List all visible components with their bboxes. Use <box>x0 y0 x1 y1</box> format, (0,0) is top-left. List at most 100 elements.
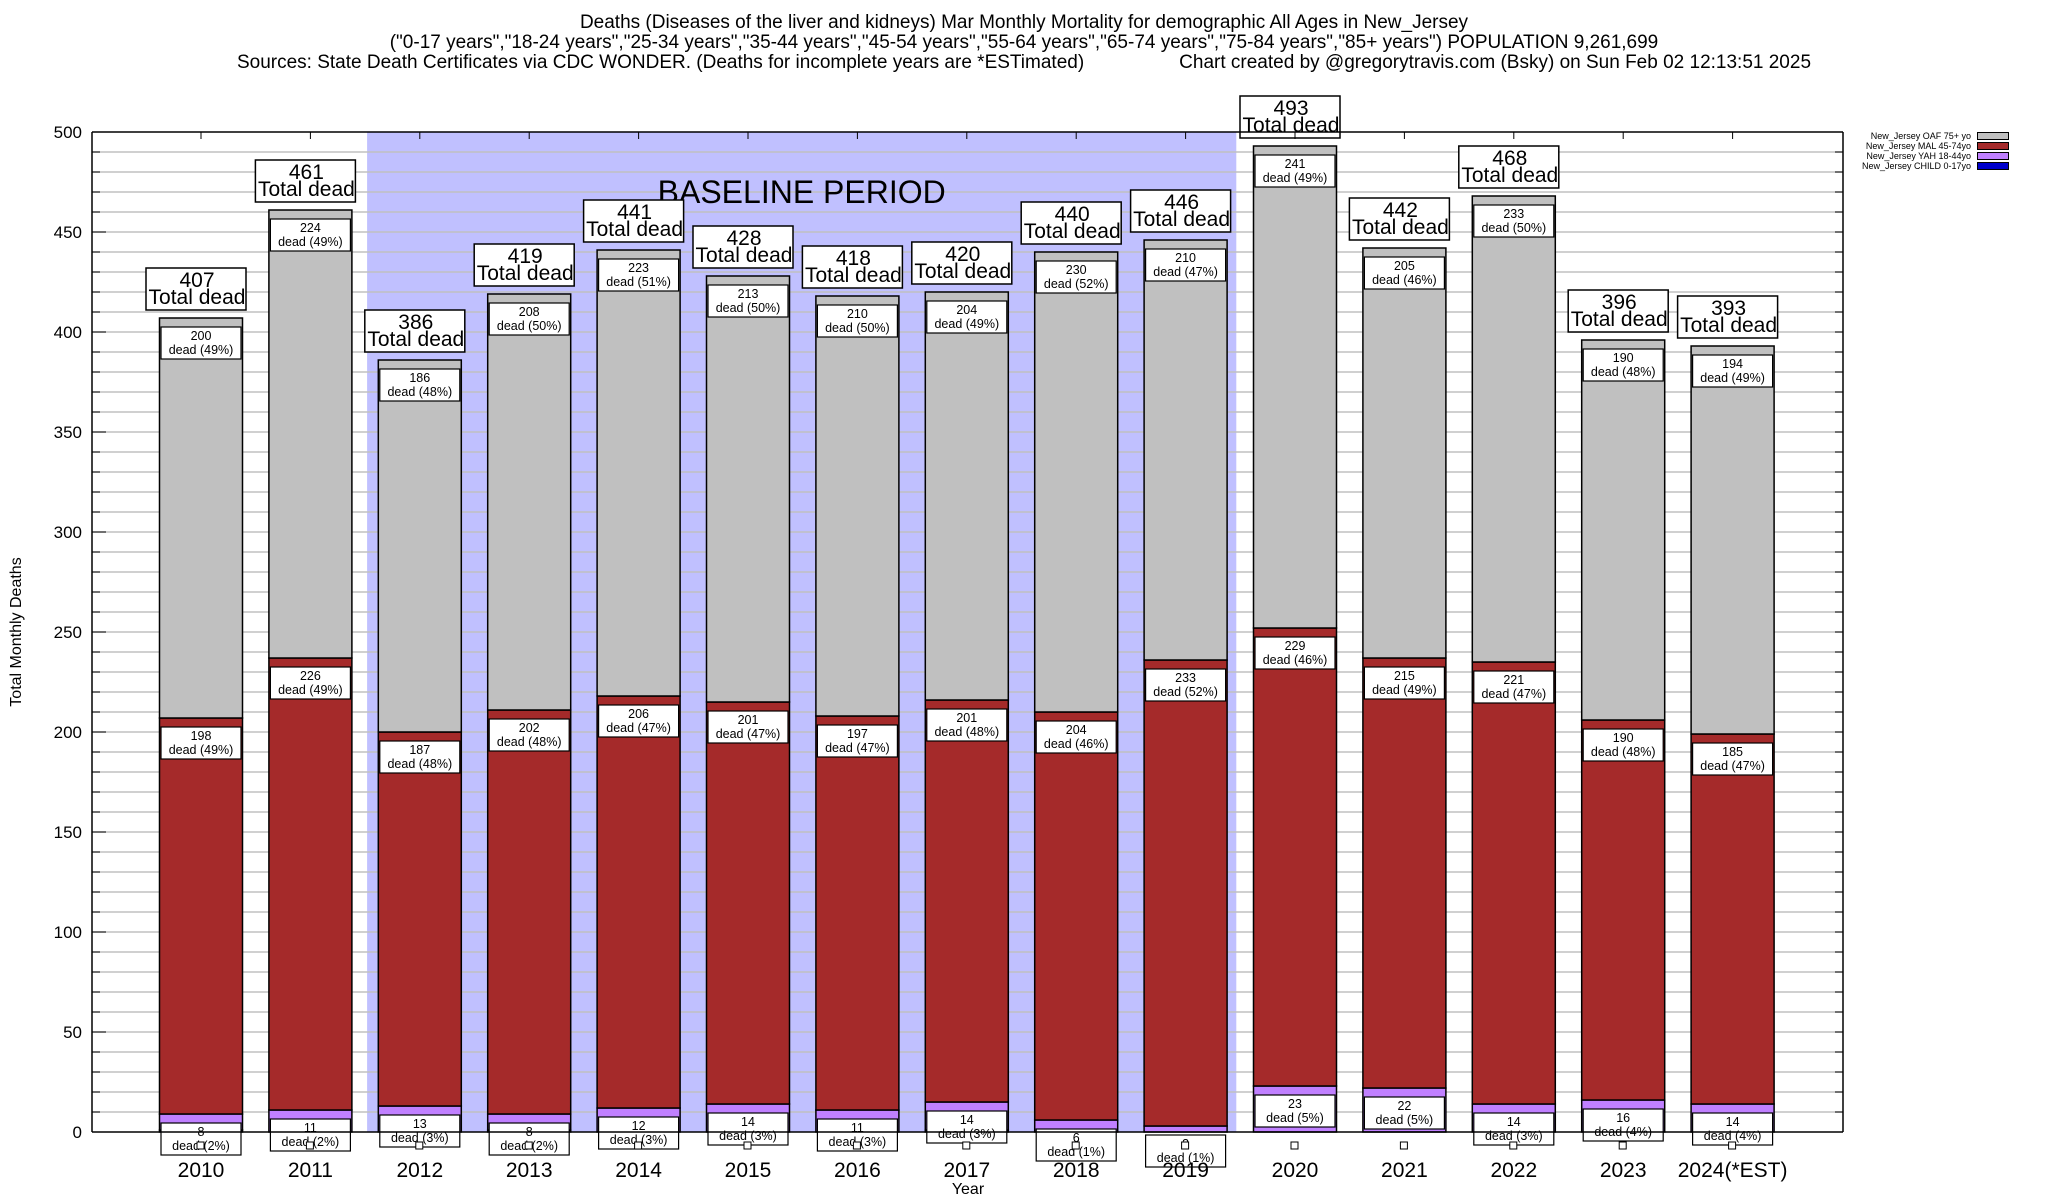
total-label-text: Total dead <box>1243 114 1340 137</box>
segment-label-box <box>1582 1108 1664 1142</box>
y-tick-label: 350 <box>54 423 82 442</box>
segment-label-percent: dead (51%) <box>606 275 671 289</box>
total-label-box <box>1458 145 1560 189</box>
segment-label-box <box>597 704 680 738</box>
segment-label-value: 14 <box>1507 1115 1521 1129</box>
segment-label-percent: dead (50%) <box>825 321 890 335</box>
total-label-box <box>1020 201 1122 245</box>
segment-label-value: 14 <box>1726 1115 1740 1129</box>
segment-label-box <box>1254 1094 1336 1128</box>
segment-label-percent: dead (48%) <box>1591 745 1656 759</box>
segment-label-box <box>1144 668 1227 702</box>
segment-label-percent: dead (5%) <box>1376 1113 1434 1127</box>
bar-group-2012 <box>377 359 463 1133</box>
segment-label-value: 194 <box>1722 357 1743 371</box>
segment-label-percent: dead (47%) <box>1700 759 1765 773</box>
segment-label-box <box>160 326 242 360</box>
segment-label-percent: dead (48%) <box>934 725 999 739</box>
point-marker <box>1509 1141 1518 1150</box>
total-label-text: Total dead <box>1352 216 1449 239</box>
segment-label-percent: dead (49%) <box>169 343 234 357</box>
bar-group-2013 <box>486 293 572 1133</box>
segment-label-percent: dead (1%) <box>1157 1151 1215 1165</box>
x-axis-title: Year <box>952 1181 985 1198</box>
point-marker <box>852 1141 861 1150</box>
y-axis-title: Total Monthly Deaths <box>8 557 25 706</box>
segment-label-percent: dead (47%) <box>825 741 890 755</box>
segment-label-percent: dead (3%) <box>1485 1129 1543 1143</box>
point-marker <box>415 1141 424 1150</box>
bar-group-2018 <box>1033 251 1119 1133</box>
bar-segment <box>268 657 353 1111</box>
total-label-box <box>364 309 466 353</box>
legend-swatch <box>1977 142 2010 150</box>
total-label-value: 468 <box>1492 147 1527 170</box>
bar-segment <box>1033 251 1119 713</box>
segment-label-value: 210 <box>847 307 868 321</box>
credit-text: Chart created by @gregorytravis.com (Bsk… <box>1179 52 1812 73</box>
x-tick-label: 2011 <box>288 1159 333 1182</box>
legend-label: New_Jersey MAL 45-74yo <box>1865 141 1972 151</box>
segment-label-value: 190 <box>1613 731 1634 745</box>
total-label-text: Total dead <box>914 260 1011 283</box>
total-label-box <box>801 245 904 289</box>
segment-label-box <box>160 726 242 760</box>
total-label-text: Total dead <box>805 264 902 287</box>
segment-label-percent: dead (48%) <box>1591 365 1656 379</box>
bar-group-2015 <box>705 275 791 1133</box>
segment-label-percent: dead (50%) <box>497 319 562 333</box>
segment-label-value: 13 <box>413 1117 427 1131</box>
bar-group-2021 <box>1362 247 1447 1133</box>
total-label-text: Total dead <box>1571 308 1668 331</box>
legend-label: New_Jersey OAF 75+ yo <box>1870 131 1972 141</box>
bar-segment <box>1580 719 1666 1101</box>
segment-label-box <box>1691 742 1774 776</box>
total-label-text: Total dead <box>1680 314 1777 337</box>
total-label-text: Total dead <box>258 178 355 201</box>
x-tick-label: 2014 <box>615 1159 662 1182</box>
bar-segment <box>1362 247 1447 659</box>
segment-label-box <box>379 740 461 774</box>
chart-title: Deaths (Diseases of the liver and kidney… <box>579 12 1469 33</box>
segment-label-box <box>707 1112 789 1146</box>
segment-label-value: 233 <box>1503 207 1524 221</box>
segment-label-percent: dead (3%) <box>610 1133 668 1147</box>
segment-label-value: 22 <box>1397 1099 1411 1113</box>
segment-label-value: 221 <box>1503 673 1524 687</box>
segment-label-box <box>1035 260 1117 294</box>
segment-label-percent: dead (50%) <box>1481 221 1546 235</box>
bar-segment <box>1252 145 1338 629</box>
x-tick-label: 2020 <box>1272 1159 1319 1182</box>
segment-label-box <box>597 258 680 292</box>
bar-segment <box>158 317 244 719</box>
segment-label-value: 12 <box>632 1119 646 1133</box>
segment-label-box <box>1363 666 1446 700</box>
segment-label-value: 11 <box>851 1121 864 1135</box>
total-label-box <box>145 267 247 311</box>
bar-segment <box>1143 659 1228 1127</box>
bar-group-2016 <box>815 295 900 1133</box>
segment-label-box <box>269 218 351 252</box>
total-label-value: 396 <box>1602 291 1637 314</box>
bar-segment <box>1580 339 1666 721</box>
bar-segment <box>1143 239 1228 661</box>
segment-label-value: 187 <box>409 743 430 757</box>
bar-segment <box>268 209 353 659</box>
segment-label-box <box>926 708 1008 742</box>
point-marker <box>743 1141 752 1150</box>
bar-segment <box>158 717 244 1115</box>
segment-label-value: 201 <box>738 713 759 727</box>
total-label-text: Total dead <box>367 328 464 351</box>
segment-label-box <box>1691 354 1774 388</box>
x-tick-label: 2021 <box>1381 1159 1428 1182</box>
bar-group-2019 <box>1143 239 1228 1133</box>
segment-label-box <box>488 1122 570 1156</box>
total-label-value: 393 <box>1711 297 1746 320</box>
segment-label-percent: dead (1%) <box>1047 1145 1105 1159</box>
segment-label-box <box>1144 1134 1227 1168</box>
segment-label-value: 224 <box>300 221 321 235</box>
segment-label-percent: dead (5%) <box>1266 1111 1324 1125</box>
segment-label-box <box>269 666 351 700</box>
point-marker <box>634 1141 643 1150</box>
segment-label-box <box>160 1122 242 1156</box>
